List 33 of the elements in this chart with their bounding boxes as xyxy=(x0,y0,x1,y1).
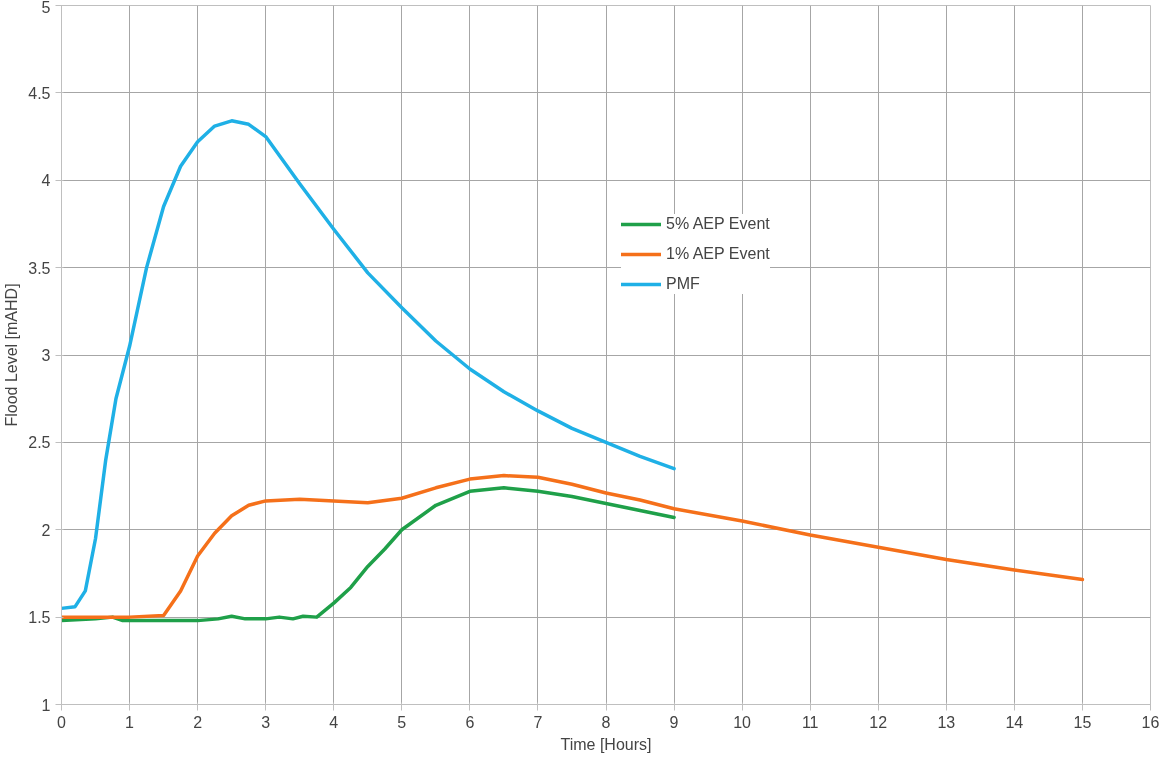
x-tick-label: 13 xyxy=(937,713,956,731)
legend-label: 5% AEP Event xyxy=(666,215,770,233)
y-tick-label: 2.5 xyxy=(28,434,51,452)
y-tick-label: 2 xyxy=(41,521,51,539)
x-tick-label: 12 xyxy=(869,713,888,731)
x-tick-label: 6 xyxy=(465,713,475,731)
x-tick-label: 5 xyxy=(397,713,407,731)
legend-label: PMF xyxy=(666,275,700,293)
y-tick-label: 1.5 xyxy=(28,609,51,627)
y-tick-label: 4.5 xyxy=(28,84,51,102)
x-tick-label: 9 xyxy=(669,713,679,731)
x-tick-label: 7 xyxy=(533,713,543,731)
y-tick-label: 5 xyxy=(41,0,51,16)
x-tick-label: 2 xyxy=(193,713,203,731)
x-tick-label: 14 xyxy=(1005,713,1024,731)
line-series xyxy=(61,486,676,623)
y-axis-title: Flood Level [mAHD] xyxy=(3,283,21,427)
y-tick-label: 3 xyxy=(41,347,51,364)
line-series xyxy=(61,473,1085,619)
x-tick-label: 15 xyxy=(1073,713,1092,731)
x-tick-label: 3 xyxy=(261,713,271,731)
y-tick-label: 4 xyxy=(41,172,51,190)
x-tick-label: 0 xyxy=(57,713,67,731)
x-tick-label: 10 xyxy=(733,713,752,731)
x-axis-title: Time [Hours] xyxy=(560,735,652,753)
y-tick-label: 1 xyxy=(41,696,51,714)
x-tick-label: 8 xyxy=(601,713,611,731)
x-tick-label: 16 xyxy=(1141,713,1160,731)
legend-label: 1% AEP Event xyxy=(666,245,770,263)
x-tick-label: 1 xyxy=(125,713,135,731)
x-tick-label: 11 xyxy=(801,713,819,731)
y-tick-label: 3.5 xyxy=(28,259,51,277)
x-tick-label: 4 xyxy=(329,713,339,731)
